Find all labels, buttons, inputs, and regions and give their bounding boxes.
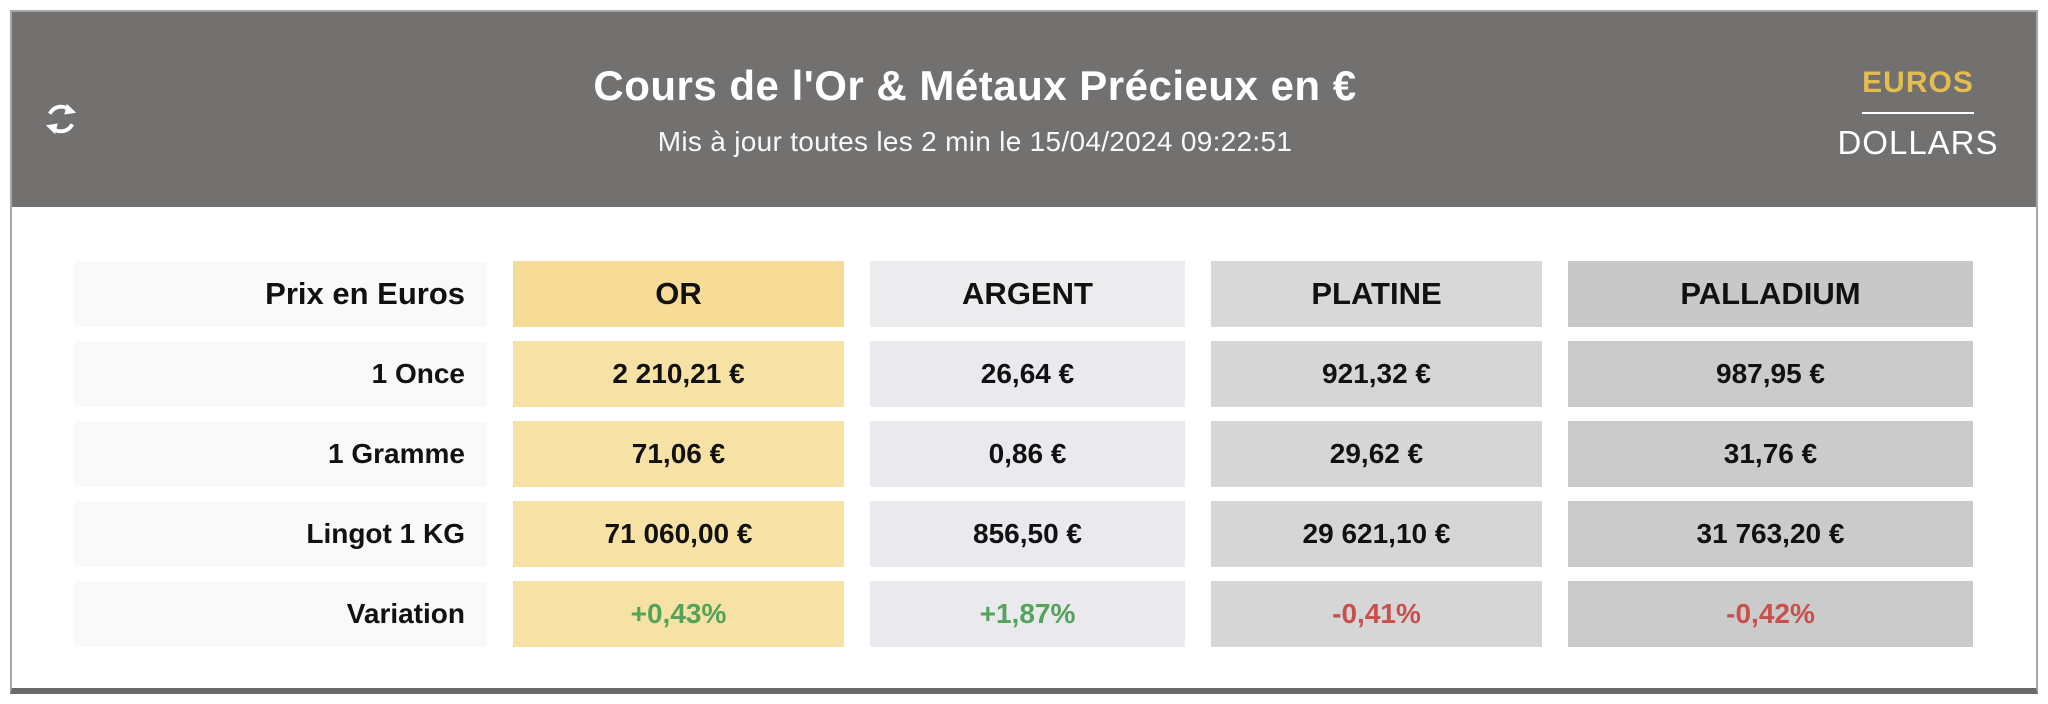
toggle-divider	[1862, 111, 1974, 114]
refresh-button[interactable]	[40, 98, 82, 140]
price-or-gramme: 71,06 €	[513, 421, 844, 487]
variation-or: +0,43%	[513, 581, 844, 647]
price-argent-gramme: 0,86 €	[870, 421, 1185, 487]
refresh-icon	[45, 103, 77, 135]
price-palladium-once: 987,95 €	[1568, 341, 1973, 407]
price-platine-gramme: 29,62 €	[1211, 421, 1542, 487]
price-palladium-gramme: 31,76 €	[1568, 421, 1973, 487]
price-platine-lingot: 29 621,10 €	[1211, 501, 1542, 567]
row-label-gramme: 1 Gramme	[74, 421, 487, 487]
price-or-lingot: 71 060,00 €	[513, 501, 844, 567]
column-header-argent: ARGENT	[870, 261, 1185, 327]
column-header-platine: PLATINE	[1211, 261, 1542, 327]
price-argent-lingot: 856,50 €	[870, 501, 1185, 567]
currency-option-euros[interactable]: EUROS	[1862, 65, 1974, 99]
variation-argent: +1,87%	[870, 581, 1185, 647]
widget-header: Cours de l'Or & Métaux Précieux en € Mis…	[12, 12, 2036, 207]
price-platine-once: 921,32 €	[1211, 341, 1542, 407]
header-titles: Cours de l'Or & Métaux Précieux en € Mis…	[112, 62, 1838, 158]
price-or-once: 2 210,21 €	[513, 341, 844, 407]
column-header-palladium: PALLADIUM	[1568, 261, 1973, 327]
page-title: Cours de l'Or & Métaux Précieux en €	[593, 61, 1357, 109]
price-table: Prix en Euros OR ARGENT PLATINE PALLADIU…	[74, 261, 1974, 647]
price-table-area: Prix en Euros OR ARGENT PLATINE PALLADIU…	[12, 207, 2036, 647]
gold-price-widget: Cours de l'Or & Métaux Précieux en € Mis…	[10, 10, 2038, 694]
currency-toggle: EUROS DOLLARS	[1837, 65, 1999, 162]
row-label-once: 1 Once	[74, 341, 487, 407]
variation-palladium: -0,42%	[1568, 581, 1973, 647]
row-label-variation: Variation	[74, 581, 487, 647]
price-palladium-lingot: 31 763,20 €	[1568, 501, 1973, 567]
price-argent-once: 26,64 €	[870, 341, 1185, 407]
column-header-or: OR	[513, 261, 844, 327]
row-label-lingot: Lingot 1 KG	[74, 501, 487, 567]
variation-platine: -0,41%	[1211, 581, 1542, 647]
row-header-cell: Prix en Euros	[74, 261, 487, 327]
last-updated-text: Mis à jour toutes les 2 min le 15/04/202…	[657, 125, 1293, 157]
currency-option-dollars[interactable]: DOLLARS	[1837, 123, 1999, 161]
